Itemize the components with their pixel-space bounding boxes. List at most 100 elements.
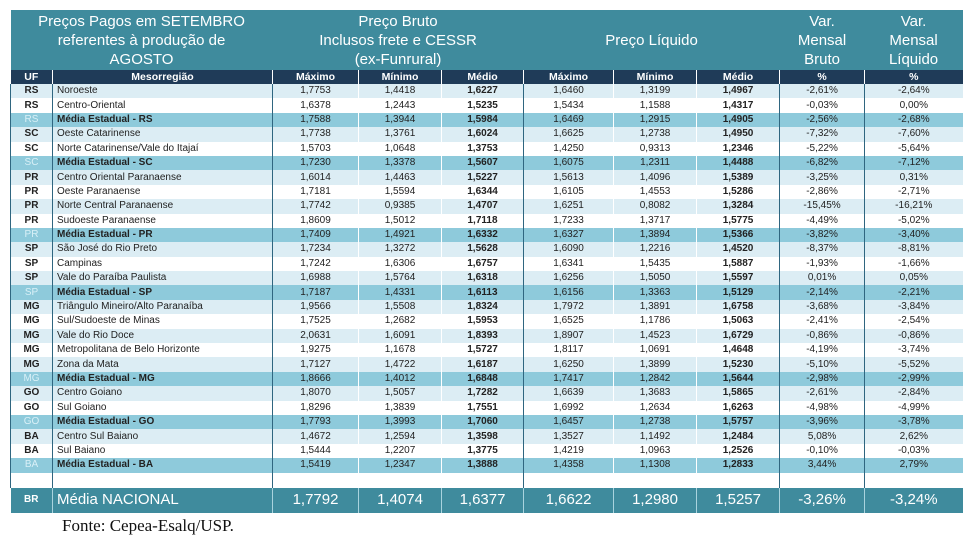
price-table-container: Preços Pagos em SETEMBRO referentes à pr…: [10, 10, 963, 513]
gross-min-cell: 1,2443: [358, 98, 442, 113]
net-max-cell: 1,6090: [523, 242, 614, 257]
region-cell: Zona da Mata: [51, 357, 273, 372]
gross-min-cell: 1,1678: [358, 343, 442, 358]
gross-avg-cell: 1,8393: [441, 328, 524, 344]
net-max-cell: 1,4250: [523, 141, 614, 156]
empty-cell: [51, 472, 273, 488]
var-net-cell: -2,21%: [864, 285, 963, 300]
gross-avg-cell: 1,7282: [441, 386, 524, 401]
gross-max-cell: 1,5419: [272, 458, 359, 473]
net-min-cell: 0,9313: [613, 141, 697, 156]
table-row: BA Sul Baiano 1,5444 1,2207 1,3775 1,4219 1,09…: [10, 443, 963, 459]
col-gross-avg: Médio: [441, 70, 524, 84]
gross-avg-cell: 1,5953: [441, 314, 524, 329]
net-avg-cell: 1,5389: [696, 170, 780, 185]
gross-avg-cell: 1,7118: [441, 213, 524, 228]
uf-cell: SC: [10, 141, 53, 156]
net-min-cell: 1,1786: [613, 314, 697, 329]
var-gross-cell: -3,25%: [779, 170, 865, 185]
var-gross-cell: -3,82%: [779, 227, 865, 243]
empty-cell: [10, 472, 53, 488]
gross-max-cell: 1,7409: [272, 227, 359, 243]
uf-cell: GO: [10, 414, 53, 430]
region-cell: Oeste Catarinense: [51, 127, 273, 142]
empty-cell: [613, 472, 697, 488]
column-header-row: UF Mesorregião Máximo Mínimo Médio Máxim…: [10, 70, 963, 84]
net-avg-cell: 1,5757: [696, 414, 780, 430]
net-max-cell: 1,6156: [523, 285, 614, 300]
var-net-header: Var. Mensal Líquido: [864, 10, 963, 70]
uf-cell: MG: [10, 299, 53, 315]
var-gross-cell: -8,37%: [779, 242, 865, 257]
col-var-net: %: [864, 70, 963, 84]
gross-min-cell: 1,4012: [358, 371, 442, 387]
net-avg-cell: 1,2346: [696, 141, 780, 156]
gross-min-cell: 1,4921: [358, 227, 442, 243]
gross-min-cell: 1,2594: [358, 429, 442, 444]
var-net-cell: 2,79%: [864, 458, 963, 473]
region-cell: Média Estadual - GO: [51, 414, 273, 430]
var-net-cell: -2,99%: [864, 371, 963, 387]
net-avg-cell: 1,4317: [696, 98, 780, 113]
var-net-cell: -2,68%: [864, 112, 963, 128]
gross-avg-cell: 1,4707: [441, 199, 524, 214]
uf-cell: SP: [10, 256, 53, 272]
gross-avg-cell: 1,3753: [441, 141, 524, 156]
net-avg-cell: 1,5286: [696, 184, 780, 200]
region-cell: Sul Goiano: [51, 400, 273, 415]
gross-avg-cell: 1,3888: [441, 458, 524, 473]
gross-max-cell: 1,7792: [272, 487, 359, 513]
region-cell: Campinas: [51, 256, 273, 272]
var-net-cell: -5,02%: [864, 213, 963, 228]
net-min-cell: 1,2634: [613, 400, 697, 415]
empty-cell: [864, 472, 963, 488]
net-max-cell: 1,6469: [523, 112, 614, 128]
net-min-cell: 1,2980: [613, 487, 697, 513]
uf-cell: MG: [10, 328, 53, 344]
empty-cell: [272, 472, 359, 488]
net-avg-cell: 1,5129: [696, 285, 780, 300]
table-row: MG Zona da Mata 1,7127 1,4722 1,6187 1,6250 1,…: [10, 357, 963, 372]
net-avg-cell: 1,4905: [696, 112, 780, 128]
net-max-cell: 1,8907: [523, 328, 614, 344]
net-max-cell: 1,6341: [523, 256, 614, 272]
net-avg-cell: 1,6729: [696, 328, 780, 344]
net-min-cell: 0,8082: [613, 199, 697, 214]
var-gross-cell: -0,10%: [779, 443, 865, 459]
gross-avg-cell: 1,6187: [441, 357, 524, 372]
net-max-cell: 1,7417: [523, 371, 614, 387]
net-avg-cell: 1,2526: [696, 443, 780, 459]
uf-cell: MG: [10, 343, 53, 358]
uf-cell: GO: [10, 386, 53, 401]
table-row: MG Sul/Sudoeste de Minas 1,7525 1,2682 1,595…: [10, 314, 963, 329]
table-row: RS Noroeste 1,7753 1,4418 1,6227 1,6460 1,3199…: [10, 84, 963, 99]
net-min-cell: 1,3683: [613, 386, 697, 401]
state-average-row: GO Média Estadual - GO 1,7793 1,3993 1,7060 1…: [10, 414, 963, 430]
state-average-row: SP Média Estadual - SP 1,7187 1,4331 1,6113 1…: [10, 285, 963, 300]
net-avg-cell: 1,4488: [696, 155, 780, 171]
region-cell: Média NACIONAL: [51, 487, 273, 513]
var-line: Mensal: [889, 31, 938, 49]
var-net-cell: -0,03%: [864, 443, 963, 459]
region-cell: Média Estadual - PR: [51, 227, 273, 243]
region-cell: Norte Central Paranaense: [51, 199, 273, 214]
net-min-cell: 1,3899: [613, 357, 697, 372]
net-min-cell: 1,3717: [613, 213, 697, 228]
net-min-cell: 1,1308: [613, 458, 697, 473]
net-max-cell: 1,6460: [523, 84, 614, 99]
table-body: RS Noroeste 1,7753 1,4418 1,6227 1,6460 1,3199…: [10, 84, 963, 513]
table-row: SC Oeste Catarinense 1,7738 1,3761 1,6024 1,6…: [10, 127, 963, 142]
net-min-cell: 1,0963: [613, 443, 697, 459]
state-average-row: MG Média Estadual - MG 1,8666 1,4012 1,6848 1…: [10, 371, 963, 387]
var-net-cell: -3,84%: [864, 299, 963, 315]
net-avg-cell: 1,4950: [696, 127, 780, 142]
gross-min-cell: 1,3839: [358, 400, 442, 415]
net-avg-cell: 1,4520: [696, 242, 780, 257]
var-gross-cell: -1,93%: [779, 256, 865, 272]
var-gross-cell: -0,03%: [779, 98, 865, 113]
region-cell: Centro Sul Baiano: [51, 429, 273, 444]
col-var-gross: %: [779, 70, 865, 84]
gross-avg-cell: 1,6344: [441, 184, 524, 200]
uf-cell: PR: [10, 199, 53, 214]
gross-min-cell: 1,4331: [358, 285, 442, 300]
